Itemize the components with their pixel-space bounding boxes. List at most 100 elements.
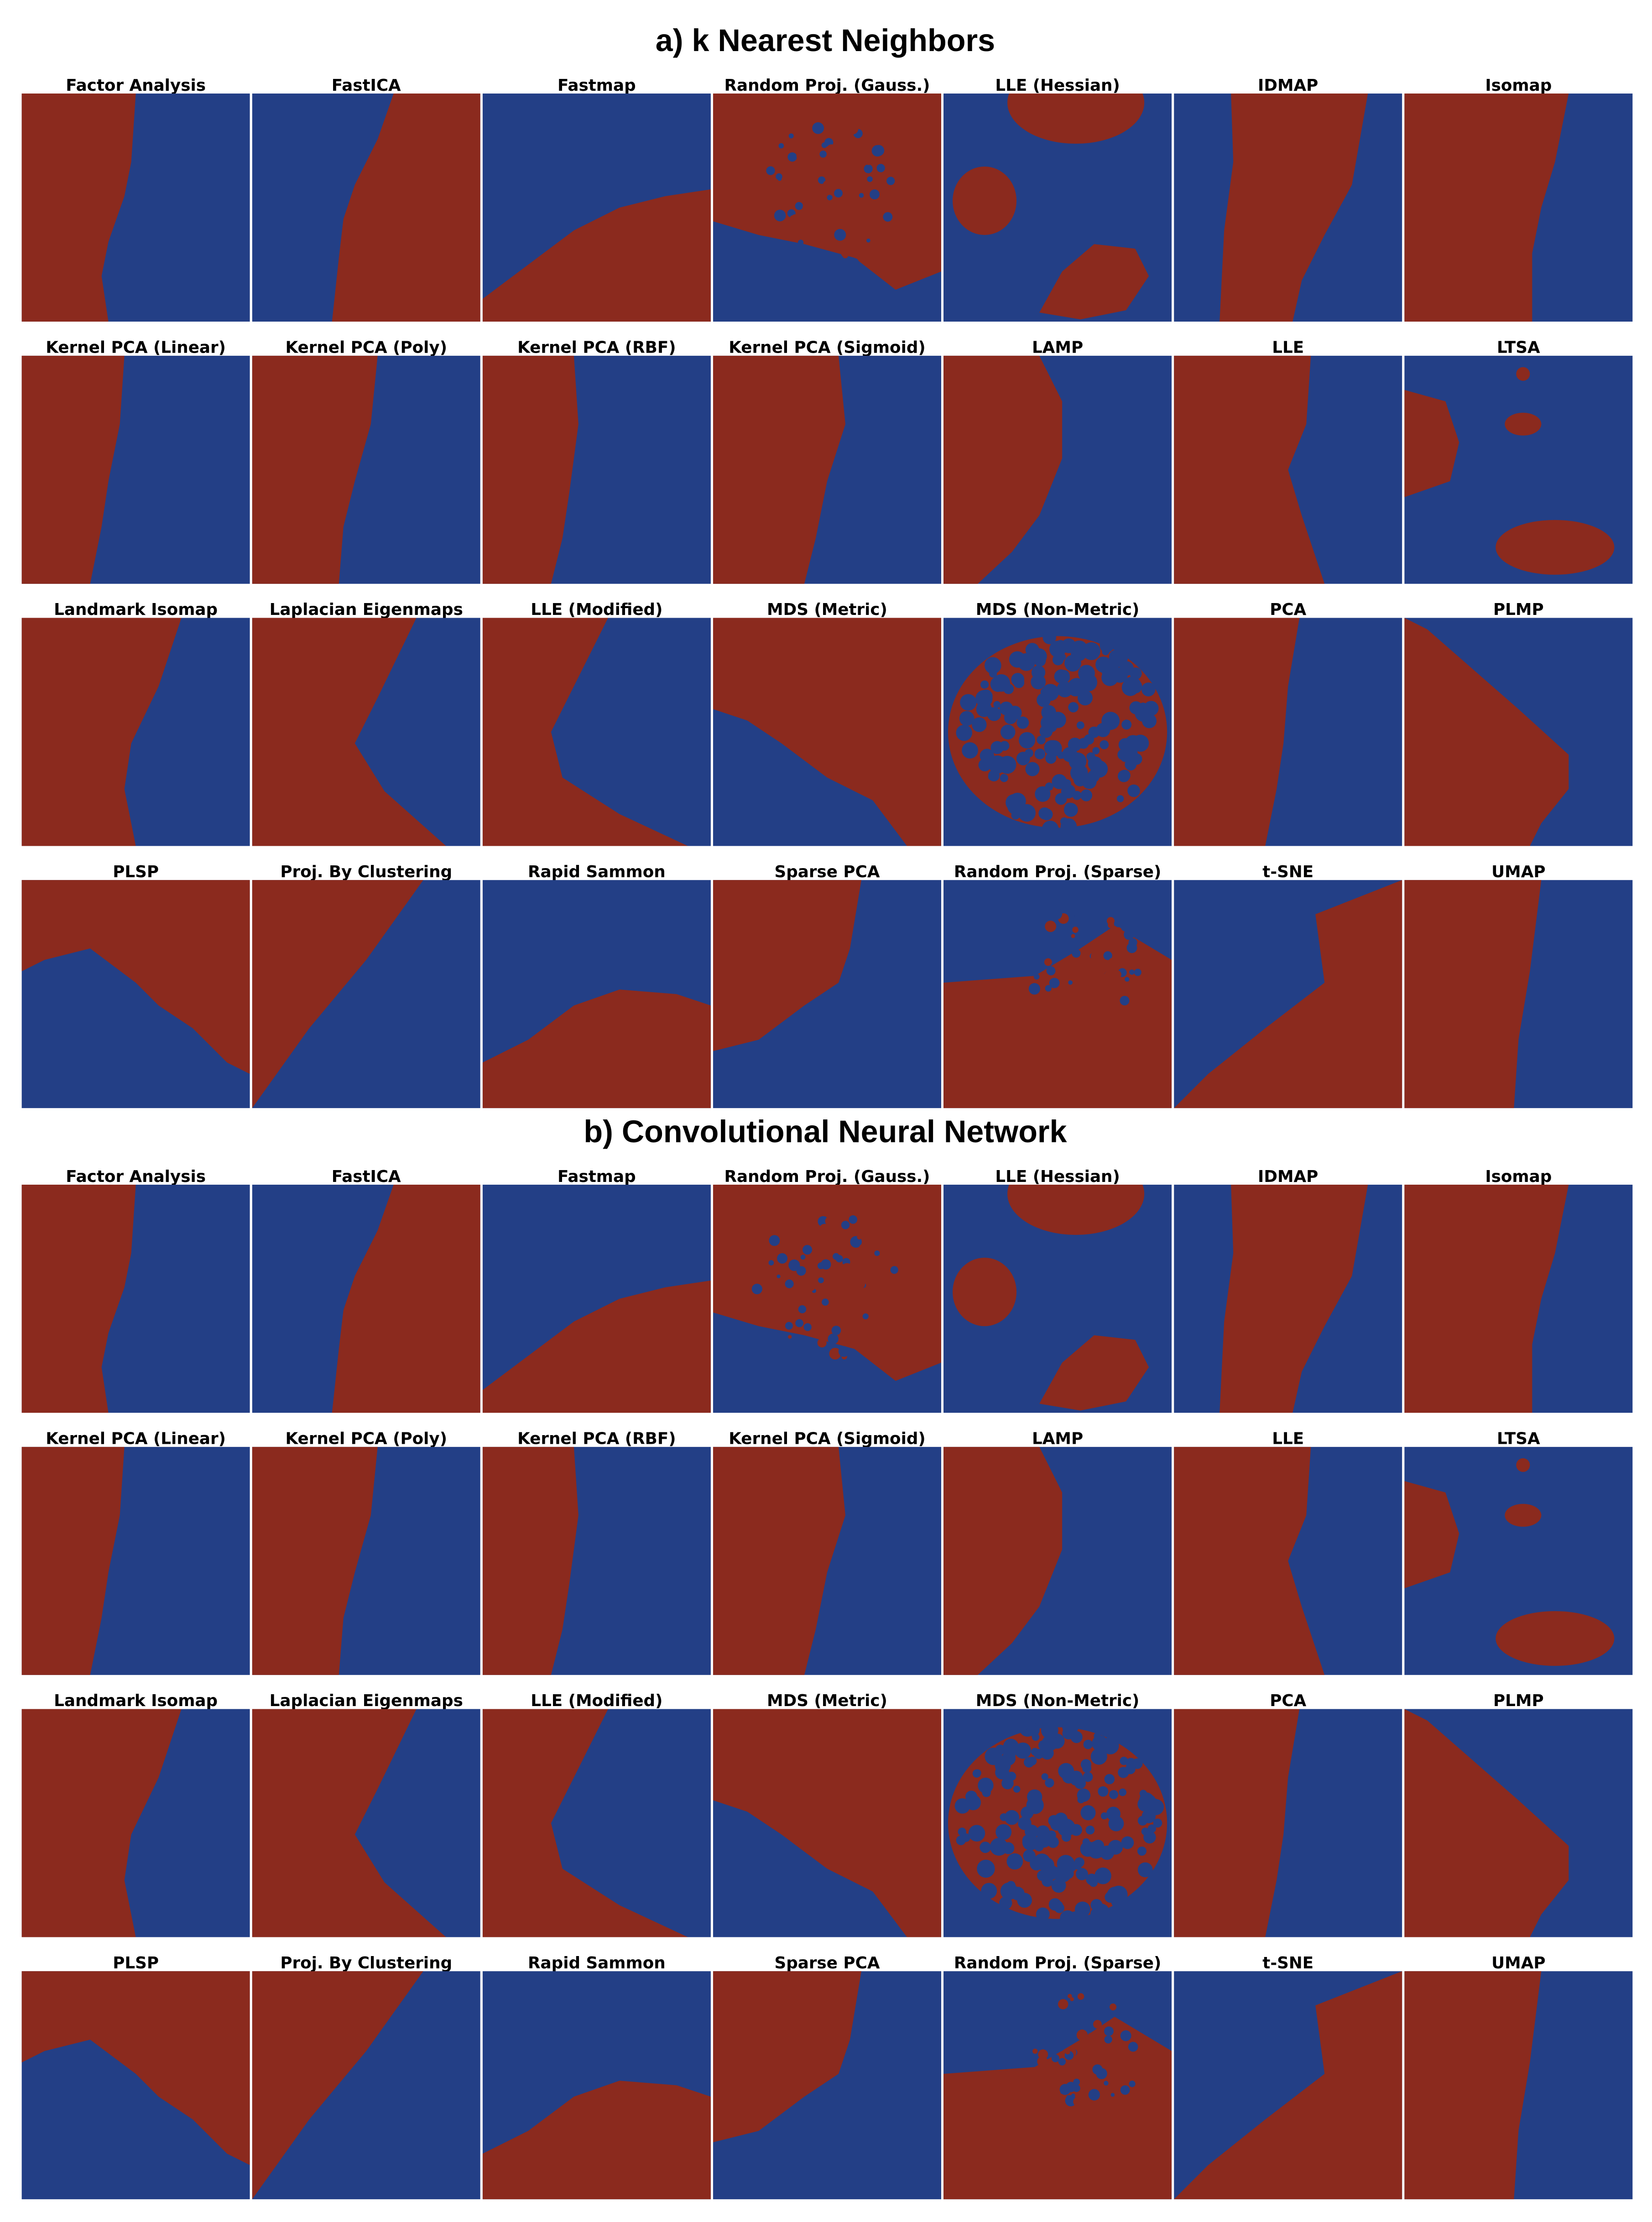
map-blob <box>1037 1870 1048 1881</box>
decision-map <box>1174 1971 1402 2200</box>
map-blob <box>1100 638 1114 653</box>
map-blob <box>1000 724 1016 740</box>
map-blob <box>1015 1742 1031 1759</box>
map-blob <box>977 1859 995 1878</box>
panel-label: Kernel PCA (Sigmoid) <box>729 338 925 357</box>
map-blob <box>864 164 873 173</box>
map-blob <box>769 1235 780 1246</box>
map-region <box>21 1447 125 1675</box>
map-blob <box>890 1266 898 1274</box>
map-blob <box>1100 1812 1108 1820</box>
map-blob <box>1134 968 1141 976</box>
map-blob <box>1080 1805 1096 1821</box>
map-blob <box>1086 752 1095 761</box>
map-blob <box>1078 766 1086 775</box>
map-blob <box>1088 2089 1100 2101</box>
map-blob <box>995 1824 1012 1840</box>
map-blob <box>768 1260 774 1266</box>
map-region <box>21 1709 182 1937</box>
map-blob <box>819 1223 830 1234</box>
map-blob <box>827 144 837 154</box>
map-blob <box>1042 820 1059 838</box>
map-region <box>943 1447 1063 1675</box>
map-blob <box>841 1221 850 1229</box>
decision-map <box>1174 618 1402 846</box>
panel-label: Factor Analysis <box>66 1167 206 1186</box>
map-blob <box>1038 986 1047 994</box>
map-blob <box>834 229 846 241</box>
map-blob <box>1052 774 1067 789</box>
panel-label: Isomap <box>1485 1167 1552 1186</box>
map-region <box>943 2017 1172 2200</box>
map-blob <box>1067 1993 1072 1998</box>
map-blob <box>1090 951 1102 962</box>
map-region <box>252 880 423 1108</box>
map-blob <box>768 150 774 155</box>
map-blob <box>1032 2048 1038 2054</box>
map-blob <box>1084 734 1094 745</box>
decision-map <box>21 1971 250 2200</box>
map-blob <box>1045 985 1052 992</box>
map-blob <box>894 193 900 199</box>
map-blob <box>986 1754 995 1763</box>
map-blob <box>962 742 978 759</box>
map-blob <box>1033 1748 1044 1759</box>
map-blob <box>1058 900 1069 911</box>
map-blob <box>1053 2040 1065 2052</box>
map-blob <box>1077 921 1088 931</box>
map-blob <box>972 1769 981 1778</box>
map-region <box>482 189 711 322</box>
map-blob <box>1037 2056 1048 2067</box>
decision-map <box>713 1971 942 2200</box>
map-blob <box>802 1291 808 1296</box>
map-blob <box>1073 2078 1080 2086</box>
map-blob <box>1129 2081 1136 2087</box>
map-blob <box>797 190 806 199</box>
decision-map <box>482 355 711 584</box>
map-blob <box>1092 1840 1105 1852</box>
panel-label: Isomap <box>1485 76 1552 95</box>
panel-label: Rapid Sammon <box>528 863 666 881</box>
decision-map <box>482 94 711 322</box>
map-region <box>713 355 845 584</box>
map-region <box>21 618 182 846</box>
section-title: a) k Nearest Neighbors <box>656 23 995 58</box>
map-blob <box>864 156 873 165</box>
map-region <box>1174 880 1402 1108</box>
map-blob <box>1045 740 1062 757</box>
map-blob <box>1045 921 1057 932</box>
decision-map <box>713 1709 942 1937</box>
decision-map <box>943 355 1172 584</box>
map-blob <box>990 676 1006 692</box>
map-blob <box>827 194 833 201</box>
map-blob <box>965 1795 981 1811</box>
map-blob <box>798 239 804 245</box>
map-blob <box>1110 2093 1115 2097</box>
map-blob <box>1025 749 1033 758</box>
map-blob <box>1067 1911 1084 1928</box>
map-blob <box>1079 673 1098 692</box>
map-blob <box>818 176 826 184</box>
map-blob <box>777 1253 788 1264</box>
decision-map <box>943 1971 1172 2200</box>
map-blob <box>1083 1739 1093 1749</box>
map-blob <box>1047 722 1057 732</box>
map-blob <box>1100 1845 1115 1860</box>
map-blob <box>1127 784 1140 797</box>
map-blob <box>1110 649 1128 667</box>
map-blob <box>1018 1816 1032 1830</box>
map-blob <box>882 1275 890 1283</box>
map-blob <box>795 202 803 210</box>
map-region <box>1219 1185 1368 1413</box>
map-blob <box>1072 949 1081 958</box>
decision-map <box>713 1185 942 1413</box>
map-blob <box>1119 1788 1127 1796</box>
panel-label: Kernel PCA (Poly) <box>285 1430 447 1448</box>
decision-map <box>713 618 942 846</box>
map-region <box>21 1971 250 2165</box>
map-region <box>713 94 942 290</box>
map-blob <box>1083 1772 1093 1782</box>
map-blob <box>1036 1907 1050 1921</box>
map-blob <box>1058 653 1066 661</box>
map-blob <box>833 128 844 139</box>
